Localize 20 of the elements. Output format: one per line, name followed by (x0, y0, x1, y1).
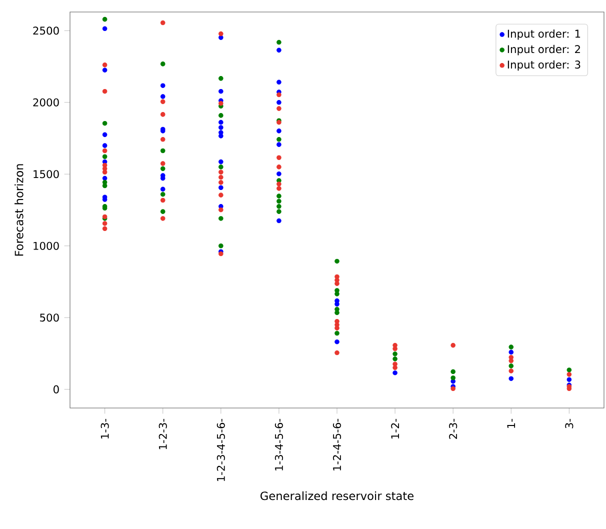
y-tick-label: 0 (54, 385, 59, 394)
legend-label: Input order: 2 (508, 44, 580, 56)
x-axis-title: Generalized reservoir state (260, 491, 414, 500)
x-tick-label: 1-2-4-5-6- (332, 418, 342, 470)
x-tick-label: 2-3- (449, 418, 458, 439)
x-tick-label: 1-3- (100, 418, 109, 438)
y-tick-label: 500 (40, 314, 59, 322)
x-tick-label: 1-3-4-5-6- (274, 418, 283, 470)
x-tick-label: 1-2- (391, 418, 399, 438)
x-tick-label: 1-2-3-4-5-6- (216, 418, 225, 482)
y-tick-label: 1000 (34, 242, 59, 250)
y-tick-label: 2500 (33, 26, 59, 35)
x-tick-label: 1-2-3- (158, 418, 167, 450)
x-tick-label: 1- (507, 418, 516, 428)
legend-label: Input order: 1 (508, 29, 580, 40)
y-tick-label: 2000 (33, 98, 59, 106)
x-tick-label: 3- (565, 418, 574, 428)
y-axis-title: Forecast horizon (14, 164, 24, 256)
legend-label: Input order: 3 (508, 60, 580, 71)
y-tick-label: 1500 (34, 170, 59, 178)
